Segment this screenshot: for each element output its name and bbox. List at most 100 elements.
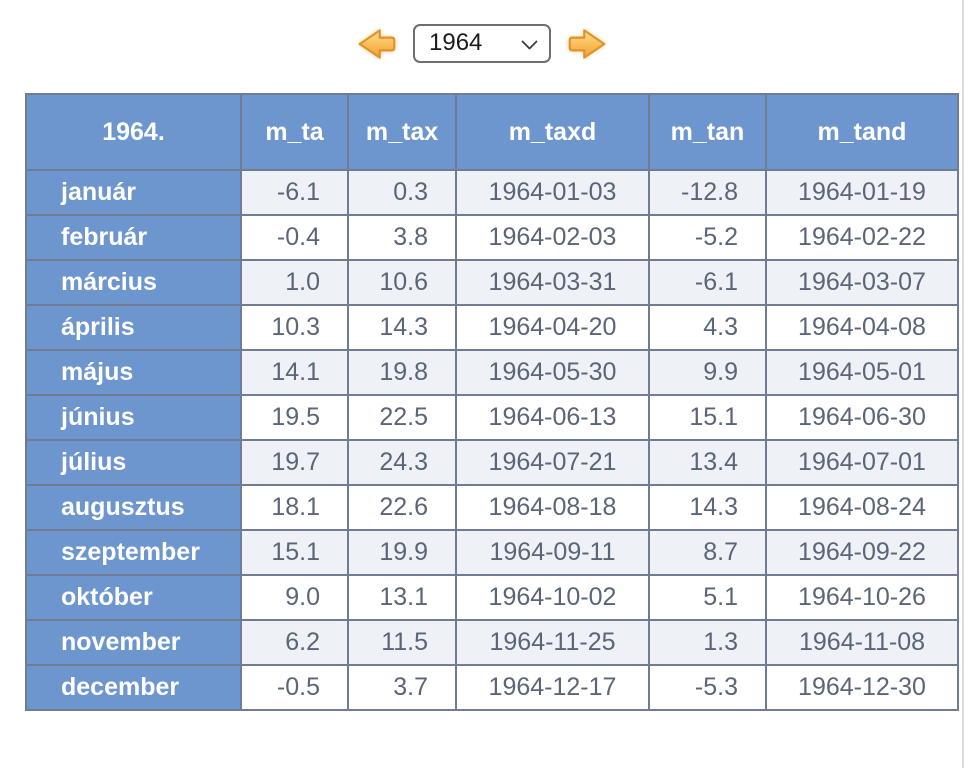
m-taxd-cell: 1964-07-21 [455, 439, 650, 486]
m-tan-cell: -5.3 [648, 664, 767, 711]
m-tax-cell: 0.3 [347, 169, 457, 216]
m-taxd-cell: 1964-08-18 [455, 484, 650, 531]
m-ta-cell: 15.1 [240, 529, 349, 576]
m-tax-cell: 24.3 [347, 439, 457, 486]
m-ta-cell: 19.7 [240, 439, 349, 486]
m-taxd-cell: 1964-03-31 [455, 259, 650, 306]
month-cell: május [25, 349, 242, 396]
m-ta-cell: 10.3 [240, 304, 349, 351]
year-navigation: 1964 [0, 24, 964, 63]
header-m-ta: m_ta [240, 93, 349, 171]
header-m-taxd: m_taxd [455, 93, 650, 171]
m-ta-cell: -0.5 [240, 664, 349, 711]
m-tand-cell: 1964-08-24 [765, 484, 959, 531]
m-tand-cell: 1964-04-08 [765, 304, 959, 351]
m-ta-cell: 9.0 [240, 574, 349, 621]
table-row: április 10.3 14.3 1964-04-20 4.3 1964-04… [25, 304, 959, 351]
m-tand-cell: 1964-10-26 [765, 574, 959, 621]
m-ta-cell: 19.5 [240, 394, 349, 441]
m-tan-cell: 4.3 [648, 304, 767, 351]
table-row: szeptember 15.1 19.9 1964-09-11 8.7 1964… [25, 529, 959, 576]
right-arrow-icon [568, 28, 606, 59]
m-tax-cell: 22.6 [347, 484, 457, 531]
m-tax-cell: 3.7 [347, 664, 457, 711]
table-row: december -0.5 3.7 1964-12-17 -5.3 1964-1… [25, 664, 959, 711]
table-body: január -6.1 0.3 1964-01-03 -12.8 1964-01… [25, 169, 959, 711]
table-row: január -6.1 0.3 1964-01-03 -12.8 1964-01… [25, 169, 959, 216]
m-tan-cell: 5.1 [648, 574, 767, 621]
m-tax-cell: 10.6 [347, 259, 457, 306]
table-row: augusztus 18.1 22.6 1964-08-18 14.3 1964… [25, 484, 959, 531]
month-cell: november [25, 619, 242, 666]
m-tan-cell: 15.1 [648, 394, 767, 441]
header-m-tand: m_tand [765, 93, 959, 171]
m-tax-cell: 11.5 [347, 619, 457, 666]
table-row: július 19.7 24.3 1964-07-21 13.4 1964-07… [25, 439, 959, 486]
month-cell: október [25, 574, 242, 621]
m-tax-cell: 19.8 [347, 349, 457, 396]
m-tand-cell: 1964-05-01 [765, 349, 959, 396]
m-tax-cell: 19.9 [347, 529, 457, 576]
m-taxd-cell: 1964-09-11 [455, 529, 650, 576]
table-row: március 1.0 10.6 1964-03-31 -6.1 1964-03… [25, 259, 959, 306]
m-ta-cell: 14.1 [240, 349, 349, 396]
table-header-row: 1964. m_ta m_tax m_taxd m_tan m_tand [25, 93, 959, 171]
year-select[interactable]: 1964 [413, 24, 551, 63]
m-ta-cell: -0.4 [240, 214, 349, 261]
m-tan-cell: 8.7 [648, 529, 767, 576]
m-tax-cell: 22.5 [347, 394, 457, 441]
m-tan-cell: 14.3 [648, 484, 767, 531]
month-cell: január [25, 169, 242, 216]
m-taxd-cell: 1964-05-30 [455, 349, 650, 396]
month-cell: február [25, 214, 242, 261]
m-tand-cell: 1964-09-22 [765, 529, 959, 576]
m-tand-cell: 1964-03-07 [765, 259, 959, 306]
m-taxd-cell: 1964-02-03 [455, 214, 650, 261]
m-tand-cell: 1964-07-01 [765, 439, 959, 486]
m-tax-cell: 14.3 [347, 304, 457, 351]
header-m-tax: m_tax [347, 93, 457, 171]
m-tan-cell: 1.3 [648, 619, 767, 666]
table-row: október 9.0 13.1 1964-10-02 5.1 1964-10-… [25, 574, 959, 621]
m-ta-cell: -6.1 [240, 169, 349, 216]
m-ta-cell: 6.2 [240, 619, 349, 666]
table-row: november 6.2 11.5 1964-11-25 1.3 1964-11… [25, 619, 959, 666]
month-cell: szeptember [25, 529, 242, 576]
m-ta-cell: 1.0 [240, 259, 349, 306]
table-row: június 19.5 22.5 1964-06-13 15.1 1964-06… [25, 394, 959, 441]
month-cell: július [25, 439, 242, 486]
m-tand-cell: 1964-01-19 [765, 169, 959, 216]
m-tan-cell: -6.1 [648, 259, 767, 306]
m-tax-cell: 13.1 [347, 574, 457, 621]
month-cell: április [25, 304, 242, 351]
m-taxd-cell: 1964-11-25 [455, 619, 650, 666]
month-cell: augusztus [25, 484, 242, 531]
header-year: 1964. [25, 93, 242, 171]
m-taxd-cell: 1964-06-13 [455, 394, 650, 441]
m-ta-cell: 18.1 [240, 484, 349, 531]
month-cell: március [25, 259, 242, 306]
m-tand-cell: 1964-11-08 [765, 619, 959, 666]
monthly-temperature-table: 1964. m_ta m_tax m_taxd m_tan m_tand jan… [25, 93, 959, 711]
m-taxd-cell: 1964-12-17 [455, 664, 650, 711]
m-tax-cell: 3.8 [347, 214, 457, 261]
m-tan-cell: 9.9 [648, 349, 767, 396]
table-row: május 14.1 19.8 1964-05-30 9.9 1964-05-0… [25, 349, 959, 396]
prev-year-button[interactable] [356, 25, 398, 63]
m-tan-cell: 13.4 [648, 439, 767, 486]
left-arrow-icon [358, 28, 396, 59]
month-cell: június [25, 394, 242, 441]
m-taxd-cell: 1964-01-03 [455, 169, 650, 216]
year-select-wrapper: 1964 [413, 24, 551, 63]
m-tand-cell: 1964-02-22 [765, 214, 959, 261]
m-tan-cell: -12.8 [648, 169, 767, 216]
month-cell: december [25, 664, 242, 711]
m-taxd-cell: 1964-04-20 [455, 304, 650, 351]
m-tand-cell: 1964-12-30 [765, 664, 959, 711]
table-row: február -0.4 3.8 1964-02-03 -5.2 1964-02… [25, 214, 959, 261]
header-m-tan: m_tan [648, 93, 767, 171]
next-year-button[interactable] [566, 25, 608, 63]
m-taxd-cell: 1964-10-02 [455, 574, 650, 621]
m-tan-cell: -5.2 [648, 214, 767, 261]
m-tand-cell: 1964-06-30 [765, 394, 959, 441]
